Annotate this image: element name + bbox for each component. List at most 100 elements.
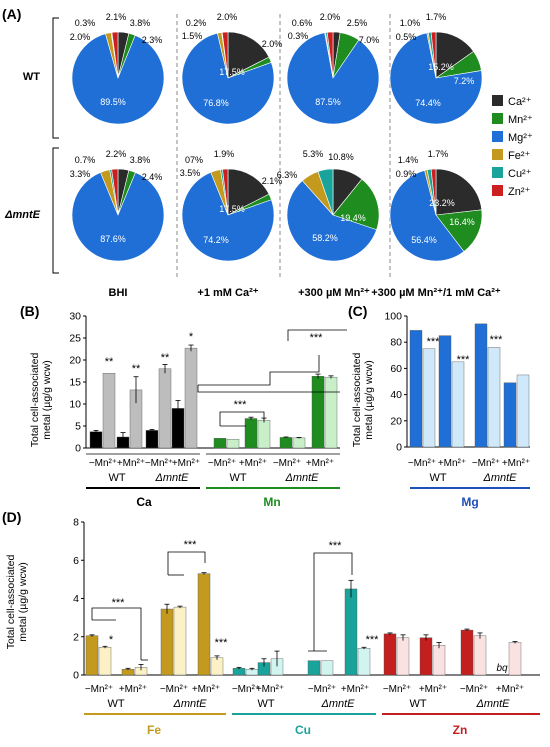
bar-mn — [279, 437, 293, 449]
pie-slice — [317, 168, 334, 216]
d-y-axis-title: Total cell-associated — [5, 555, 17, 650]
pie-slice-label: 2.3% — [142, 35, 163, 45]
significance-mark: *** — [215, 637, 229, 649]
d-y-axis-title: metal (µg/g wcw) — [17, 562, 29, 642]
legend-swatch-mg — [492, 131, 503, 142]
significance-mark: * — [109, 634, 114, 646]
pie-slice-label: 7.2% — [454, 76, 475, 86]
pie-slice-label: 16.4% — [449, 217, 475, 227]
y-tick-label: 15 — [69, 377, 81, 389]
bar-fe — [98, 647, 112, 676]
x-condition-label: −Mn²⁺ — [308, 684, 336, 695]
bar-mn — [311, 376, 325, 449]
pie-slice-label: 58.2% — [312, 233, 338, 243]
pie-column-label: +300 µM Mn²⁺ — [298, 287, 370, 299]
x-condition-label: +Mn²⁺ — [306, 458, 334, 469]
pie-slice — [221, 31, 229, 79]
panel-label-a: (A) — [2, 6, 21, 22]
bar-mg — [422, 348, 436, 448]
pie-charts: 89.5%2.0%0.3%2.1%3.8%2.3%17.5%76.8%1.5%0… — [70, 12, 483, 262]
pie-slice — [286, 32, 380, 125]
pie-slice — [181, 171, 275, 262]
x-condition-label: +Mn²⁺ — [341, 684, 369, 695]
significance-bracket — [197, 385, 340, 393]
pie-slice-label: 1.7% — [428, 149, 449, 159]
x-condition-label: −Mn²⁺ — [408, 458, 436, 469]
pie-row-bracket-wt — [52, 17, 59, 139]
pie-slice-label: 17.5% — [219, 204, 245, 214]
x-condition-label: −Mn²⁺ — [383, 684, 411, 695]
y-tick-label: 10 — [69, 399, 81, 411]
metal-label: Cu — [295, 723, 311, 737]
x-condition-label: −Mn²⁺ — [208, 458, 236, 469]
pie-slice-label: 7.0% — [359, 35, 380, 45]
strain-label: WT — [409, 698, 426, 710]
legend-swatch-fe — [492, 149, 503, 160]
legend-label-zn: Zn²⁺ — [508, 186, 531, 198]
significance-mark: ** — [132, 363, 141, 375]
bar-mg — [451, 361, 465, 448]
significance-mark: ** — [161, 352, 170, 364]
x-condition-label: +Mn²⁺ — [419, 684, 447, 695]
strain-label: WT — [108, 472, 125, 484]
significance-bracket — [91, 607, 142, 660]
legend-label-cu: Cu²⁺ — [508, 168, 532, 180]
bar-mn — [213, 438, 227, 449]
x-condition-label: −Mn²⁺ — [472, 458, 500, 469]
panel-label-c: (C) — [348, 303, 367, 319]
b-y-axis-title: Total cell-associated — [29, 353, 41, 448]
x-condition-label: +Mn²⁺ — [117, 458, 145, 469]
pie-slice-label: 2.1% — [262, 176, 283, 186]
pie-slice-label: 2.0% — [217, 12, 238, 22]
bar-ca — [89, 431, 103, 449]
pie-slice-label: 1.9% — [214, 149, 235, 159]
significance-mark: *** — [457, 354, 471, 366]
y-tick-label: 4 — [73, 593, 79, 605]
x-condition-label: +Mn²⁺ — [438, 458, 466, 469]
pie-slice — [71, 33, 165, 125]
significance-bracket — [313, 552, 353, 651]
pie-slice-label: 2.2% — [106, 149, 127, 159]
pie-slice-label: 15.2% — [428, 62, 454, 72]
bar-fe — [85, 635, 99, 676]
pie-slice — [227, 168, 270, 216]
pie-slice-label: 74.2% — [203, 235, 229, 245]
pie-row-label-mnte: ΔmntE — [4, 209, 41, 221]
panel-label-b: (B) — [20, 303, 39, 319]
panel-label-d: (D) — [2, 509, 21, 525]
y-tick-label: 0 — [73, 670, 79, 682]
x-condition-label: −Mn²⁺ — [89, 458, 117, 469]
pie-slice-label: 2.5% — [347, 18, 368, 28]
bar-ca — [158, 368, 172, 449]
metal-label: Mn — [263, 495, 280, 509]
significance-bracket — [167, 551, 206, 575]
x-condition-label: −Mn²⁺ — [145, 458, 173, 469]
pie-slice-label: 17.5% — [219, 67, 245, 77]
strain-label: ΔmntE — [320, 698, 355, 710]
metal-label: Mg — [461, 495, 478, 509]
strain-label: WT — [257, 698, 274, 710]
strain-label: ΔmntE — [475, 698, 510, 710]
pie-slice — [222, 168, 229, 216]
y-tick-label: 5 — [75, 421, 81, 433]
pie-slice-label: 3.3% — [70, 169, 91, 179]
pie-column-label: BHI — [109, 287, 128, 299]
bar-mg — [438, 335, 452, 448]
x-condition-label: +Mn²⁺ — [502, 458, 530, 469]
bar-cu — [320, 660, 334, 676]
pie-slice-label: 0.5% — [396, 32, 417, 42]
bar-mn — [244, 418, 258, 449]
pie-slice — [435, 168, 483, 216]
bar-cu — [344, 588, 358, 676]
pie-slice — [181, 32, 275, 125]
y-tick-label: 0 — [396, 442, 402, 454]
bar-cu — [357, 648, 371, 676]
pie-slice-label: 1.7% — [426, 12, 447, 22]
pie-slice-label: 2.0% — [262, 39, 283, 49]
bar-zn — [419, 637, 433, 676]
y-tick-label: 20 — [69, 355, 81, 367]
bar-zn — [396, 637, 410, 676]
pie-slice-label: 0.3% — [288, 31, 309, 41]
